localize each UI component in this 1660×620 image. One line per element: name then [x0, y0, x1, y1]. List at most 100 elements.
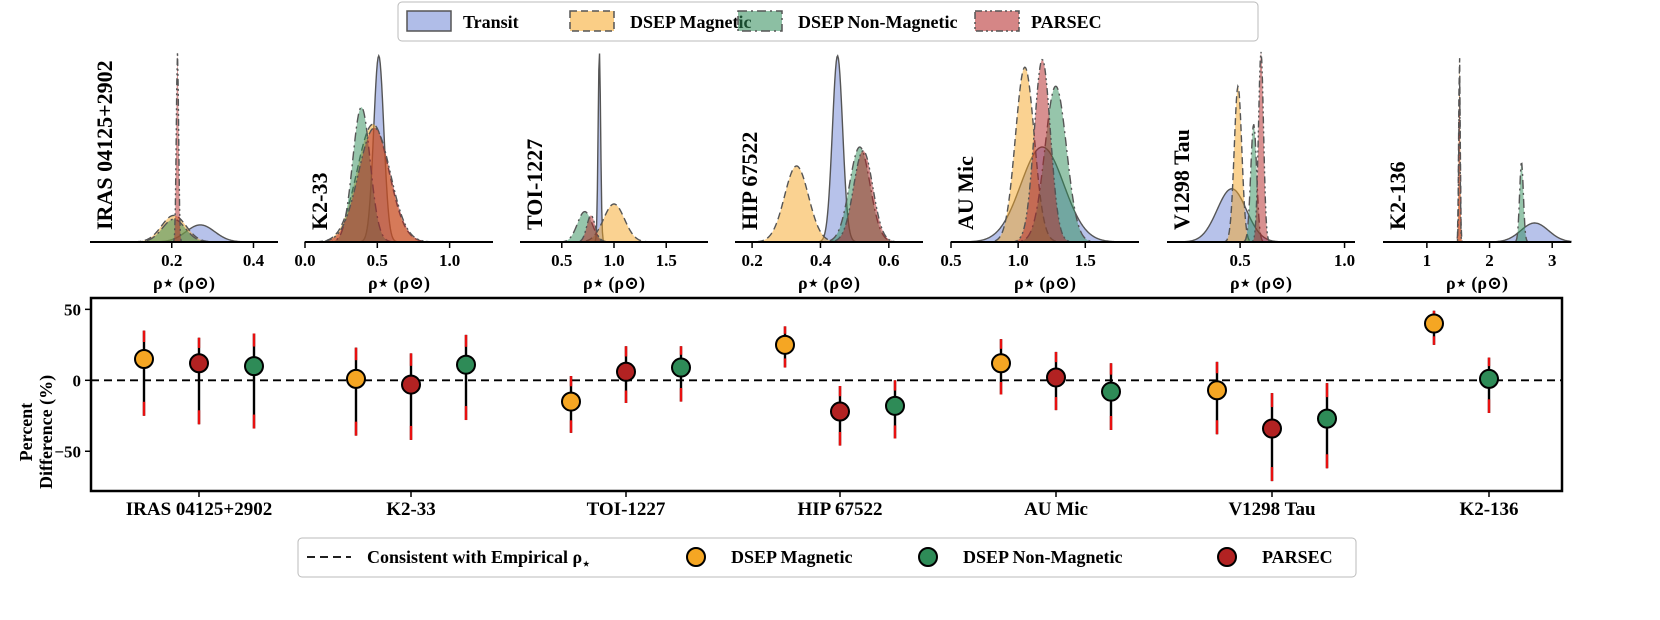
- point-dsep_non_magnetic: [1317, 408, 1337, 429]
- point-parsec: [401, 374, 421, 395]
- x-tick-label: 0.4: [810, 251, 832, 270]
- x-axis-label: ρ⋆ (ρ⊙): [583, 273, 645, 294]
- x-tick-label: 1.5: [656, 251, 677, 270]
- point-dsep_non_magnetic: [456, 354, 476, 375]
- legend-marker-dsep_magnetic: [686, 547, 706, 567]
- x-tick-label: 0.5: [940, 251, 961, 270]
- legend-label-parsec: PARSEC: [1031, 12, 1102, 32]
- x-tick-label: 0.2: [161, 251, 182, 270]
- point-parsec: [1046, 367, 1066, 388]
- density-panel-0: 0.2 0.4 IRAS 04125+2902 ρ⋆ (ρ⊙): [90, 52, 278, 294]
- bottom-legend: Consistent with Empirical ρ⋆ DSEP Magneti…: [297, 537, 1357, 578]
- y-tick-label: 50: [64, 300, 81, 319]
- bottom-legend-frame: [297, 537, 1357, 578]
- scatter-frame: [89, 296, 1564, 493]
- legend-swatch-transit: [406, 10, 452, 32]
- x-tick-label: 0.5: [551, 251, 572, 270]
- category-label: TOI-1227: [587, 499, 666, 520]
- category-label: IRAS 04125+2902: [126, 499, 272, 520]
- x-tick-label: 1.0: [603, 251, 624, 270]
- star-label: V1298 Tau: [1169, 129, 1194, 230]
- x-tick-label: 1: [1423, 251, 1432, 270]
- category-label: K2-136: [1459, 499, 1518, 520]
- density-dsep_magnetic: [1383, 58, 1571, 243]
- legend-label-dsep_non_magnetic: DSEP Non-Magnetic: [798, 12, 958, 32]
- legend-swatch-dsep_non_magnetic: [737, 10, 783, 32]
- x-tick-label: 0.2: [741, 251, 762, 270]
- star-label: IRAS 04125+2902: [92, 60, 117, 230]
- x-axis-label: ρ⋆ (ρ⊙): [1014, 273, 1076, 294]
- density-panel-1: 0.0 0.5 1.0 K2-33 ρ⋆ (ρ⊙): [294, 53, 493, 294]
- scatter-panel: 50 0 −50 Percent Difference (%) IRAS 04125+29…: [16, 296, 1564, 520]
- x-axis-label: ρ⋆ (ρ⊙): [153, 273, 215, 294]
- star-label: AU Mic: [953, 156, 978, 230]
- legend-label-reference-text: Consistent with Empirical ρ: [367, 547, 582, 567]
- x-tick-label: 1.0: [439, 251, 460, 270]
- point-dsep_magnetic: [561, 391, 581, 412]
- category-label: V1298 Tau: [1228, 499, 1316, 520]
- density-panel-6: 1 2 3 K2-136 ρ⋆ (ρ⊙): [1383, 58, 1572, 294]
- y-tick-label: −50: [54, 442, 81, 461]
- legend-marker-parsec: [1217, 547, 1237, 567]
- star-label: TOI-1227: [522, 139, 547, 230]
- category-label: K2-33: [386, 499, 436, 520]
- y-axis-label-line2: Difference (%): [36, 375, 57, 489]
- y-tick-label: 0: [73, 371, 82, 390]
- x-tick-label: 0.5: [367, 251, 388, 270]
- density-panel-5: 0.5 1.0 V1298 Tau ρ⋆ (ρ⊙): [1167, 51, 1355, 294]
- point-dsep_magnetic: [775, 334, 795, 355]
- x-axis-label: ρ⋆ (ρ⊙): [368, 273, 430, 294]
- point-parsec: [830, 401, 850, 422]
- point-dsep_non_magnetic: [1479, 368, 1499, 389]
- x-tick-label: 1.5: [1075, 251, 1096, 270]
- point-dsep_magnetic: [1207, 380, 1227, 401]
- legend-label-dsep_magnetic: DSEP Magnetic: [731, 547, 853, 567]
- density-parsec: [90, 52, 278, 243]
- density-parsec: [304, 127, 493, 243]
- legend-marker-dsep_non_magnetic: [918, 547, 938, 567]
- legend-label-reference: Consistent with Empirical ρ⋆: [367, 547, 590, 571]
- point-dsep_magnetic: [1424, 313, 1444, 334]
- point-dsep_non_magnetic: [671, 357, 691, 378]
- density-parsec: [951, 58, 1139, 243]
- density-dsep_magnetic: [520, 203, 708, 243]
- category-label: AU Mic: [1024, 499, 1088, 520]
- point-dsep_magnetic: [991, 353, 1011, 374]
- point-parsec: [189, 353, 209, 374]
- density-panel-4: 0.5 1.0 1.5 AU Mic ρ⋆ (ρ⊙): [940, 58, 1139, 294]
- star-label: HIP 67522: [737, 132, 762, 230]
- legend-label-reference-subscript: ⋆: [582, 556, 590, 571]
- category-label: HIP 67522: [798, 499, 883, 520]
- density-parsec: [1383, 78, 1571, 243]
- top-legend: Transit DSEP Magnetic DSEP Non-Magnetic PAR…: [397, 1, 1259, 42]
- legend-swatch-parsec: [974, 10, 1020, 32]
- x-tick-label: 0.5: [1229, 251, 1250, 270]
- x-axis-label: ρ⋆ (ρ⊙): [1230, 273, 1292, 294]
- point-parsec: [1262, 418, 1282, 439]
- point-dsep_non_magnetic: [244, 356, 264, 377]
- x-tick-label: 0.6: [878, 251, 899, 270]
- star-label: K2-33: [307, 173, 332, 230]
- x-tick-label: 3: [1548, 251, 1557, 270]
- x-tick-label: 2: [1485, 251, 1494, 270]
- x-tick-label: 1.0: [1334, 251, 1355, 270]
- legend-label-dsep_non_magnetic: DSEP Non-Magnetic: [963, 547, 1123, 567]
- point-dsep_non_magnetic: [885, 395, 905, 416]
- density-dsep_non_magnetic: [90, 218, 278, 243]
- legend-label-parsec: PARSEC: [1262, 547, 1333, 567]
- x-tick-label: 0.4: [243, 251, 265, 270]
- density-transit: [1383, 222, 1572, 243]
- density-panel-2: 0.5 1.0 1.5 TOI-1227 ρ⋆ (ρ⊙): [520, 53, 708, 294]
- point-dsep_magnetic: [346, 368, 366, 389]
- point-dsep_magnetic: [134, 349, 154, 370]
- point-parsec: [616, 361, 636, 382]
- legend-label-dsep_magnetic: DSEP Magnetic: [630, 12, 752, 32]
- legend-label-transit: Transit: [463, 12, 519, 32]
- density-transit: [735, 54, 923, 243]
- legend-swatch-dsep_magnetic: [569, 10, 615, 32]
- y-axis-label-line1: Percent: [16, 403, 36, 462]
- x-tick-label: 1.0: [1008, 251, 1029, 270]
- density-parsec: [1167, 51, 1355, 243]
